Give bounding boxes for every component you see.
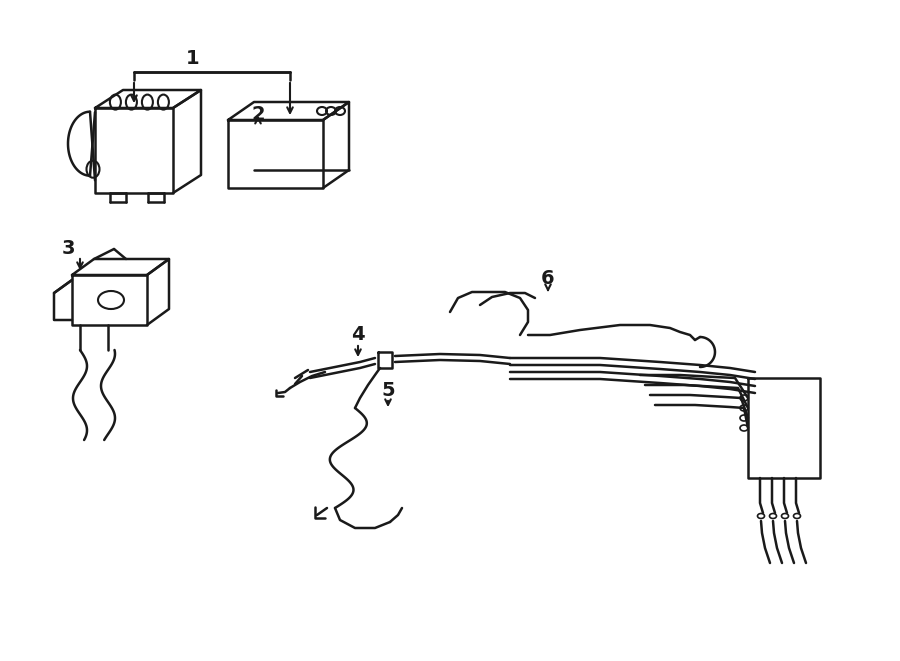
Text: 6: 6	[541, 268, 554, 288]
Text: 3: 3	[61, 239, 75, 258]
Text: 5: 5	[382, 381, 395, 399]
Text: 4: 4	[351, 325, 364, 344]
Text: 1: 1	[186, 48, 200, 67]
Text: 2: 2	[251, 106, 265, 124]
